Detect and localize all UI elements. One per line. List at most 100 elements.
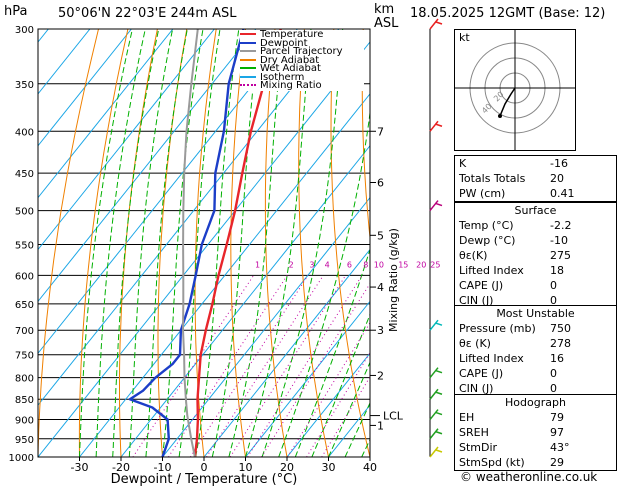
wind-barb: [429, 446, 439, 458]
mixing-ratio-label: 1: [255, 260, 260, 269]
km-tick-label: 3: [377, 324, 384, 337]
dry-adiabat-line: [38, 29, 99, 457]
stmdir-label: StmDir: [459, 441, 498, 454]
km-tick-label: 5: [377, 229, 384, 242]
wet-adiabat-line: [211, 29, 261, 457]
sfc-temp-label: Temp (°C): [459, 219, 514, 232]
wet-adiabat-line: [294, 247, 370, 457]
km-tick-label: 7: [377, 125, 384, 138]
mu-thetae-value: 278: [550, 337, 571, 350]
wind-barb-flag: [435, 322, 443, 326]
wind-barbs: [429, 18, 443, 458]
indices-table: K -16 Totals Totals 20 PW (cm) 0.41: [454, 155, 617, 202]
legend-swatch: [240, 67, 256, 69]
legend-swatch: [240, 84, 256, 86]
hodograph-ring-label: 40: [480, 102, 494, 116]
pressure-tick-label: 950: [15, 435, 34, 446]
wind-barb-flag: [435, 411, 443, 416]
isotherm-line: [203, 248, 370, 457]
legend-item: Parcel Trajectory: [240, 47, 343, 57]
legend-label: Mixing Ratio: [260, 80, 322, 91]
wind-barb: [429, 367, 439, 379]
lcl-label: LCL: [383, 410, 404, 423]
stmspd-label: StmSpd (kt): [459, 456, 525, 469]
eh-value: 79: [550, 411, 564, 424]
eh-label: EH: [459, 411, 475, 424]
dry-adiabat-line: [194, 29, 217, 457]
chart-curves: [128, 29, 282, 457]
legend-item: Wet Adiabat: [240, 64, 321, 74]
wind-barb: [429, 388, 439, 400]
pressure-tick-label: 700: [15, 326, 34, 337]
isotherm-line: [245, 300, 370, 457]
legend-label: Temperature: [260, 29, 324, 40]
mixing-ratio-label: 3: [309, 260, 314, 269]
pressure-tick-label: 800: [15, 374, 34, 385]
hodograph-end-dot: [498, 114, 502, 118]
wind-barb-flag: [435, 21, 443, 25]
legend-swatch: [240, 33, 256, 35]
isotherm-line: [38, 29, 298, 355]
km-tick-label: 6: [377, 176, 384, 189]
temperature-curve: [193, 29, 282, 457]
mixing-ratio-line: [229, 275, 347, 457]
mu-li-value: 16: [550, 352, 564, 365]
legend-item: Isotherm: [240, 71, 305, 83]
chart-axes: 1 2 3 4 6 8 10 15 20 2530035040045050055060065070…: [9, 25, 441, 474]
x-tick-label: -30: [71, 461, 89, 474]
wet-adiabat-line: [311, 312, 370, 457]
dewpoint-curve: [128, 29, 245, 457]
x-tick-label: 0: [201, 461, 208, 474]
km-tick-label: 2: [377, 369, 384, 382]
mu-cape-label: CAPE (J): [459, 367, 504, 380]
wet-adiabat-line: [178, 29, 221, 457]
km-label: km: [374, 2, 395, 17]
isotherm-line: [38, 29, 215, 251]
dry-adiabat-line: [119, 29, 158, 457]
k-index-value: -16: [550, 157, 568, 170]
hodograph-panel: 20 40 kt: [454, 29, 576, 151]
mixing-ratio-label: 8: [363, 260, 368, 269]
legend-label: Isotherm: [260, 71, 305, 83]
mu-cape-value: 0: [550, 367, 557, 380]
legend-label: Dry Adiabat: [260, 54, 320, 66]
isotherm-line: [38, 41, 370, 457]
x-tick-label: 20: [280, 461, 294, 474]
location-title: 50°06'N 22°03'E 244m ASL: [58, 6, 237, 21]
mixing-ratio-line: [287, 322, 370, 457]
wet-adiabat-line: [195, 29, 240, 457]
wet-adiabat-line: [79, 29, 133, 457]
x-tick-label: 30: [322, 461, 336, 474]
hodograph-ring-label: 20: [492, 90, 506, 104]
sfc-li-label: Lifted Index: [459, 264, 524, 277]
legend-item: Temperature: [240, 29, 324, 40]
wet-adiabat-line: [128, 29, 174, 457]
pressure-tick-label: 1000: [9, 453, 34, 464]
x-axis-label: Dewpoint / Temperature (°C): [111, 472, 298, 486]
legend-swatch: [240, 75, 256, 78]
mu-title: Most Unstable: [496, 307, 575, 320]
isotherm-line: [79, 93, 370, 457]
mixing-ratio-label: 25: [430, 260, 440, 269]
mixing-ratio-line: [167, 275, 288, 457]
sfc-li-value: 18: [550, 264, 564, 277]
legend-item: Dewpoint: [240, 37, 308, 49]
km-tick-label: 4: [377, 281, 384, 294]
pressure-tick-label: 600: [15, 271, 34, 282]
hodograph-trace: [499, 87, 516, 117]
wind-barb: [429, 319, 439, 331]
isotherm-line: [162, 196, 370, 457]
wind-barb-flag: [435, 202, 443, 207]
chart-grid: [38, 29, 370, 457]
legend-label: Dewpoint: [260, 37, 308, 49]
wind-barb-flag: [435, 123, 443, 127]
pressure-tick-label: 350: [15, 80, 34, 91]
dry-adiabat-line: [298, 29, 329, 457]
dry-adiabat-line: [330, 29, 370, 457]
wet-adiabat-line: [112, 29, 160, 457]
wet-adiabat-line: [328, 361, 370, 457]
k-index-label: K: [459, 157, 467, 170]
mixing-ratio-label: 2: [289, 260, 294, 269]
dry-adiabat-line: [78, 29, 129, 457]
